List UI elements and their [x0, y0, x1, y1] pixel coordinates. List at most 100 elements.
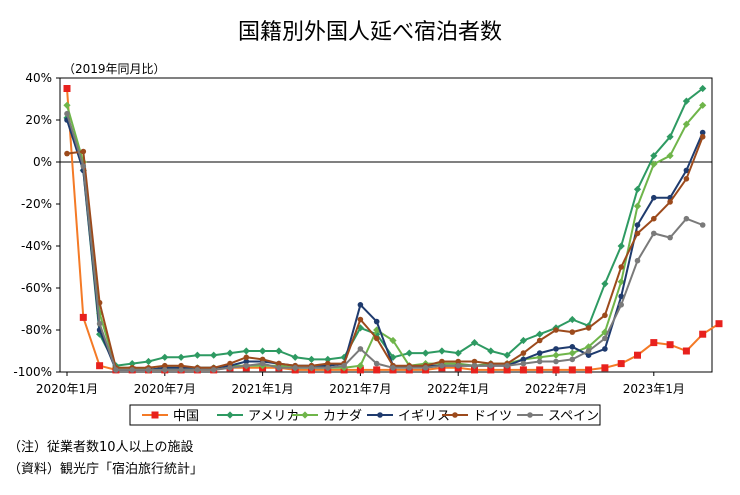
series-4-point — [602, 346, 608, 352]
series-2-point — [291, 353, 299, 361]
legend-label: スペイン — [548, 409, 599, 424]
series-2-point — [242, 347, 250, 355]
series-6-point — [341, 362, 347, 369]
series-2-point — [307, 355, 316, 363]
series-5-point — [585, 325, 592, 331]
series-4-point — [569, 344, 576, 350]
series-6-point — [520, 360, 527, 367]
series-4-point — [585, 352, 592, 359]
series-5-point — [259, 356, 266, 363]
legend-label: カナダ — [323, 409, 362, 424]
series-5-point — [373, 335, 380, 342]
series-6-point — [439, 362, 445, 369]
legend-marker — [226, 411, 234, 419]
series-2-point — [503, 351, 511, 359]
series-6-point — [536, 358, 543, 365]
legend-label: ドイツ — [473, 409, 512, 424]
series-6-point — [699, 222, 706, 228]
legend-label: 中国 — [173, 409, 199, 424]
series-6-point — [64, 110, 70, 117]
series-6-point — [406, 365, 413, 371]
series-6-point — [471, 362, 478, 369]
series-3-point — [682, 120, 690, 128]
series-1-point — [682, 347, 690, 355]
series-6-point — [455, 362, 462, 369]
series-6-point — [276, 365, 282, 371]
series-line-3 — [66, 104, 704, 371]
y-tick-label: 20% — [25, 113, 52, 127]
series-6-point — [422, 365, 429, 371]
series-4-point — [373, 318, 380, 325]
series-4-point — [520, 356, 527, 363]
legend-marker — [377, 412, 383, 418]
series-5-point — [471, 358, 478, 365]
series-5-point — [178, 362, 184, 369]
series-4-point — [618, 293, 624, 300]
series-1-point — [96, 362, 104, 370]
series-5-point — [536, 337, 543, 344]
x-tick-label: 2020年1月 — [36, 382, 98, 396]
footnote-note: （注）従業者数10人以上の施設 — [8, 440, 194, 455]
series-6-point — [292, 365, 299, 371]
series-1-point — [373, 366, 381, 374]
series-5-point — [634, 230, 641, 237]
series-6-point — [602, 335, 608, 342]
series-6-point — [194, 367, 201, 373]
series-5-point — [569, 329, 576, 335]
series-4-point — [651, 194, 657, 201]
series-2-point — [324, 355, 332, 363]
series-6-point — [227, 365, 233, 371]
y-tick-label: -80% — [21, 323, 52, 337]
series-2-point — [666, 133, 674, 141]
series-3-point — [536, 353, 544, 361]
series-6-point — [634, 257, 641, 264]
series-6-point — [373, 360, 380, 367]
y-tick-label: 40% — [25, 71, 52, 85]
series-4-point — [536, 350, 543, 356]
series-3-point — [585, 343, 593, 351]
series-line-1 — [66, 88, 720, 371]
series-2-point — [405, 349, 413, 357]
series-4-point — [634, 222, 641, 228]
legend-marker — [452, 412, 458, 418]
series-5-point — [80, 148, 87, 155]
series-1-point — [487, 366, 495, 374]
legend-marker — [301, 411, 309, 419]
series-5-point — [455, 358, 462, 365]
series-2-point — [356, 324, 364, 332]
series-5-point — [227, 360, 233, 367]
y-tick-label: 0% — [33, 155, 52, 169]
series-1-point — [617, 360, 625, 368]
series-6-point — [569, 356, 576, 363]
series-1-point — [666, 341, 674, 349]
series-2-point — [438, 347, 446, 355]
series-6-point — [113, 367, 119, 373]
series-6-point — [553, 358, 559, 365]
unit-label: （2019年同月比） — [63, 62, 166, 76]
legend-label: イギリス — [398, 409, 450, 424]
series-6-point — [129, 367, 135, 373]
series-2-point — [536, 330, 544, 338]
x-tick-label: 2023年1月 — [623, 382, 685, 396]
series-5-point — [651, 215, 657, 222]
series-3-point — [552, 351, 560, 359]
x-tick-label: 2021年1月 — [232, 382, 294, 396]
series-line-4 — [66, 119, 704, 371]
series-2-point — [601, 280, 609, 288]
series-6-point — [162, 367, 168, 373]
series-1-point — [715, 320, 723, 328]
series-6-point — [618, 302, 624, 308]
series-2-point — [633, 185, 642, 193]
series-5-point — [243, 354, 250, 361]
series-3-point — [633, 202, 642, 210]
series-3-point — [63, 101, 71, 109]
series-5-point — [325, 360, 331, 367]
series-1-point — [699, 330, 707, 338]
series-3-point — [356, 362, 364, 370]
series-5-point — [276, 360, 282, 367]
series-2-point — [682, 97, 690, 105]
x-tick-label: 2022年1月 — [427, 382, 489, 396]
series-6-point — [145, 367, 152, 373]
series-1-point — [503, 366, 511, 374]
